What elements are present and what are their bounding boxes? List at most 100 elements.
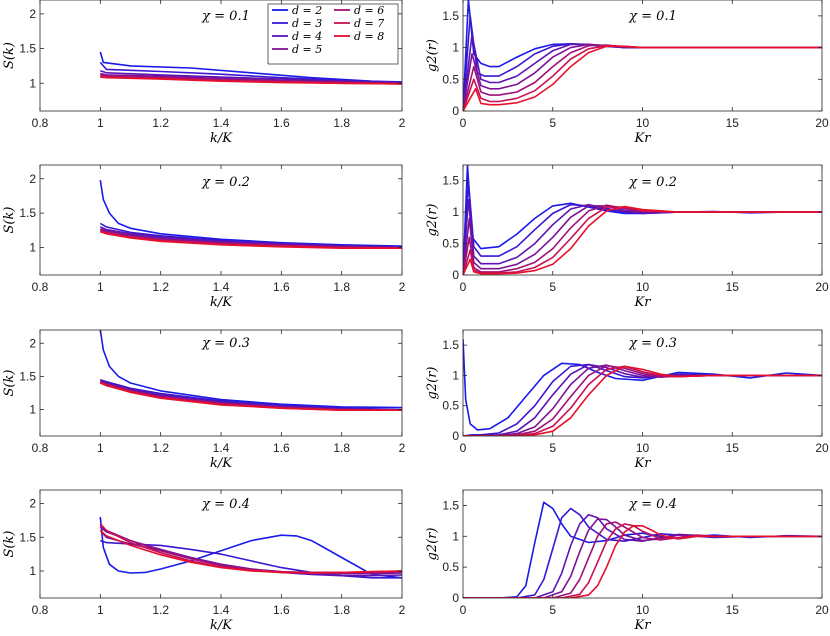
y-axis-label: g2(r) [425,528,440,561]
y-axis-label: S(k) [2,531,17,558]
x-tick-label: 1 [97,441,104,455]
panel-title: χ = 0.1 [628,9,677,24]
panel-S-0.2: 0.8 1 1.2 1.4 1.6 1.8 2 1 1.5 2 k/K S(k) χ = 0.2 [2,164,406,310]
x-tick-label: 5 [549,603,556,617]
x-tick-label: 1.2 [152,441,169,455]
x-axis-label: k/K [210,295,233,310]
x-tick-label: 1.2 [152,116,169,130]
x-tick-label: 0 [460,116,467,130]
x-tick-label: 15 [726,116,740,130]
series-line-d=2 [99,516,402,579]
y-tick-label: 1.5 [442,174,459,188]
y-tick-label: 1.5 [442,498,459,512]
series-line-d=8 [463,205,822,275]
x-tick-label: 0 [460,441,467,455]
x-tick-label: 20 [815,116,829,130]
y-axis-label: S(k) [2,207,17,234]
y-tick-label: 1 [29,564,36,578]
y-tick-label: 1 [452,368,459,382]
y-tick-label: 1.5 [19,530,36,544]
x-tick-label: 10 [636,441,650,455]
y-tick-label: 1 [452,41,459,55]
y-axis-label: S(k) [2,42,17,69]
y-tick-label: 1.5 [19,206,36,220]
series-line-d=8 [100,76,402,85]
panel-title: χ = 0.4 [628,497,677,512]
y-tick-label: 1.5 [19,42,36,56]
x-tick-label: 1.8 [333,603,350,617]
legend-entry: d = 3 [292,17,322,30]
x-tick-label: 0.8 [32,603,49,617]
y-tick-label: 0.5 [442,237,459,251]
x-tick-label: 1.6 [273,441,290,455]
series-line-d=5 [463,43,822,111]
x-tick-label: 0.8 [32,441,49,455]
series-line-d=8 [463,524,822,598]
series-line-d=3 [463,179,822,275]
panel-g-0.2: 0 5 10 15 20 0 0.5 1 1.5 Kr g2(r) χ = 0.2 [425,164,829,310]
series-group [99,330,402,412]
y-tick-label: 1 [29,403,36,417]
y-tick-label: 2 [29,336,36,350]
x-tick-label: 1.6 [273,603,290,617]
legend-entry: d = 2 [292,4,322,17]
y-tick-label: 0.5 [442,72,459,86]
panel-S-0.3: 0.8 1 1.2 1.4 1.6 1.8 2 1 1.5 2 k/K S(k) χ = 0.3 [2,329,406,471]
series-line-d=4 [463,513,822,598]
x-tick-label: 2 [399,280,406,294]
panel-S-0.4: 0.8 1 1.2 1.4 1.6 1.8 2 1 1.5 2 k/K S(k) χ = 0.4 [2,489,406,633]
y-tick-label: 2 [29,7,36,21]
x-tick-label: 15 [726,280,740,294]
x-tick-label: 1.4 [213,603,230,617]
series-line-d=7 [463,523,822,598]
x-tick-label: 0.8 [32,280,49,294]
panel-g-0.3: 0 5 10 15 20 0 0.5 1 1.5 Kr g2(r) χ = 0.3 [425,329,829,471]
x-tick-label: 1.4 [213,116,230,130]
y-tick-label: 1 [29,76,36,90]
series-line-d=3 [463,507,822,598]
x-tick-label: 0.8 [32,116,49,130]
legend-entry: d = 4 [292,30,322,43]
x-tick-label: 20 [815,603,829,617]
series-line-d=8 [463,45,822,111]
x-tick-label: 0 [460,280,467,294]
series-group [463,165,822,275]
legend-entry: d = 7 [354,17,384,30]
x-tick-label: 1.8 [333,280,350,294]
series-group [99,516,402,579]
x-axis-label: Kr [634,295,652,310]
x-tick-label: 1.4 [213,280,230,294]
series-group [463,339,822,436]
panel-title: χ = 0.4 [201,497,250,512]
x-tick-label: 1 [97,116,104,130]
y-tick-label: 0 [452,104,459,118]
x-tick-label: 1 [97,603,104,617]
y-tick-label: 0 [452,268,459,282]
x-axis-label: k/K [210,131,233,146]
legend-entry: d = 5 [292,43,322,56]
y-tick-label: 1.5 [19,369,36,383]
y-axis-label: g2(r) [425,39,440,72]
series-line-d=3 [463,15,822,111]
x-tick-label: 5 [549,116,556,130]
x-tick-label: 10 [636,603,650,617]
legend-box [267,3,399,65]
x-tick-label: 1 [97,280,104,294]
panel-title: χ = 0.2 [201,175,250,190]
panel-title: χ = 0.3 [628,336,677,351]
series-line-d=4 [463,34,822,111]
y-tick-label: 0.5 [442,560,459,574]
y-axis-label: S(k) [2,370,17,397]
x-tick-label: 0 [460,603,467,617]
legend-entry: d = 6 [354,4,384,17]
y-tick-label: 1.5 [442,9,459,23]
y-axis-label: g2(r) [425,367,440,400]
y-tick-label: 0 [452,429,459,443]
x-tick-label: 1.2 [152,603,169,617]
x-tick-label: 5 [549,280,556,294]
legend: d = 2d = 3d = 4d = 5 d = 6d = 7d = 8 [267,3,399,65]
series-line-d=2 [463,339,822,431]
panel-title: χ = 0.1 [201,9,250,24]
x-tick-label: 1.4 [213,441,230,455]
